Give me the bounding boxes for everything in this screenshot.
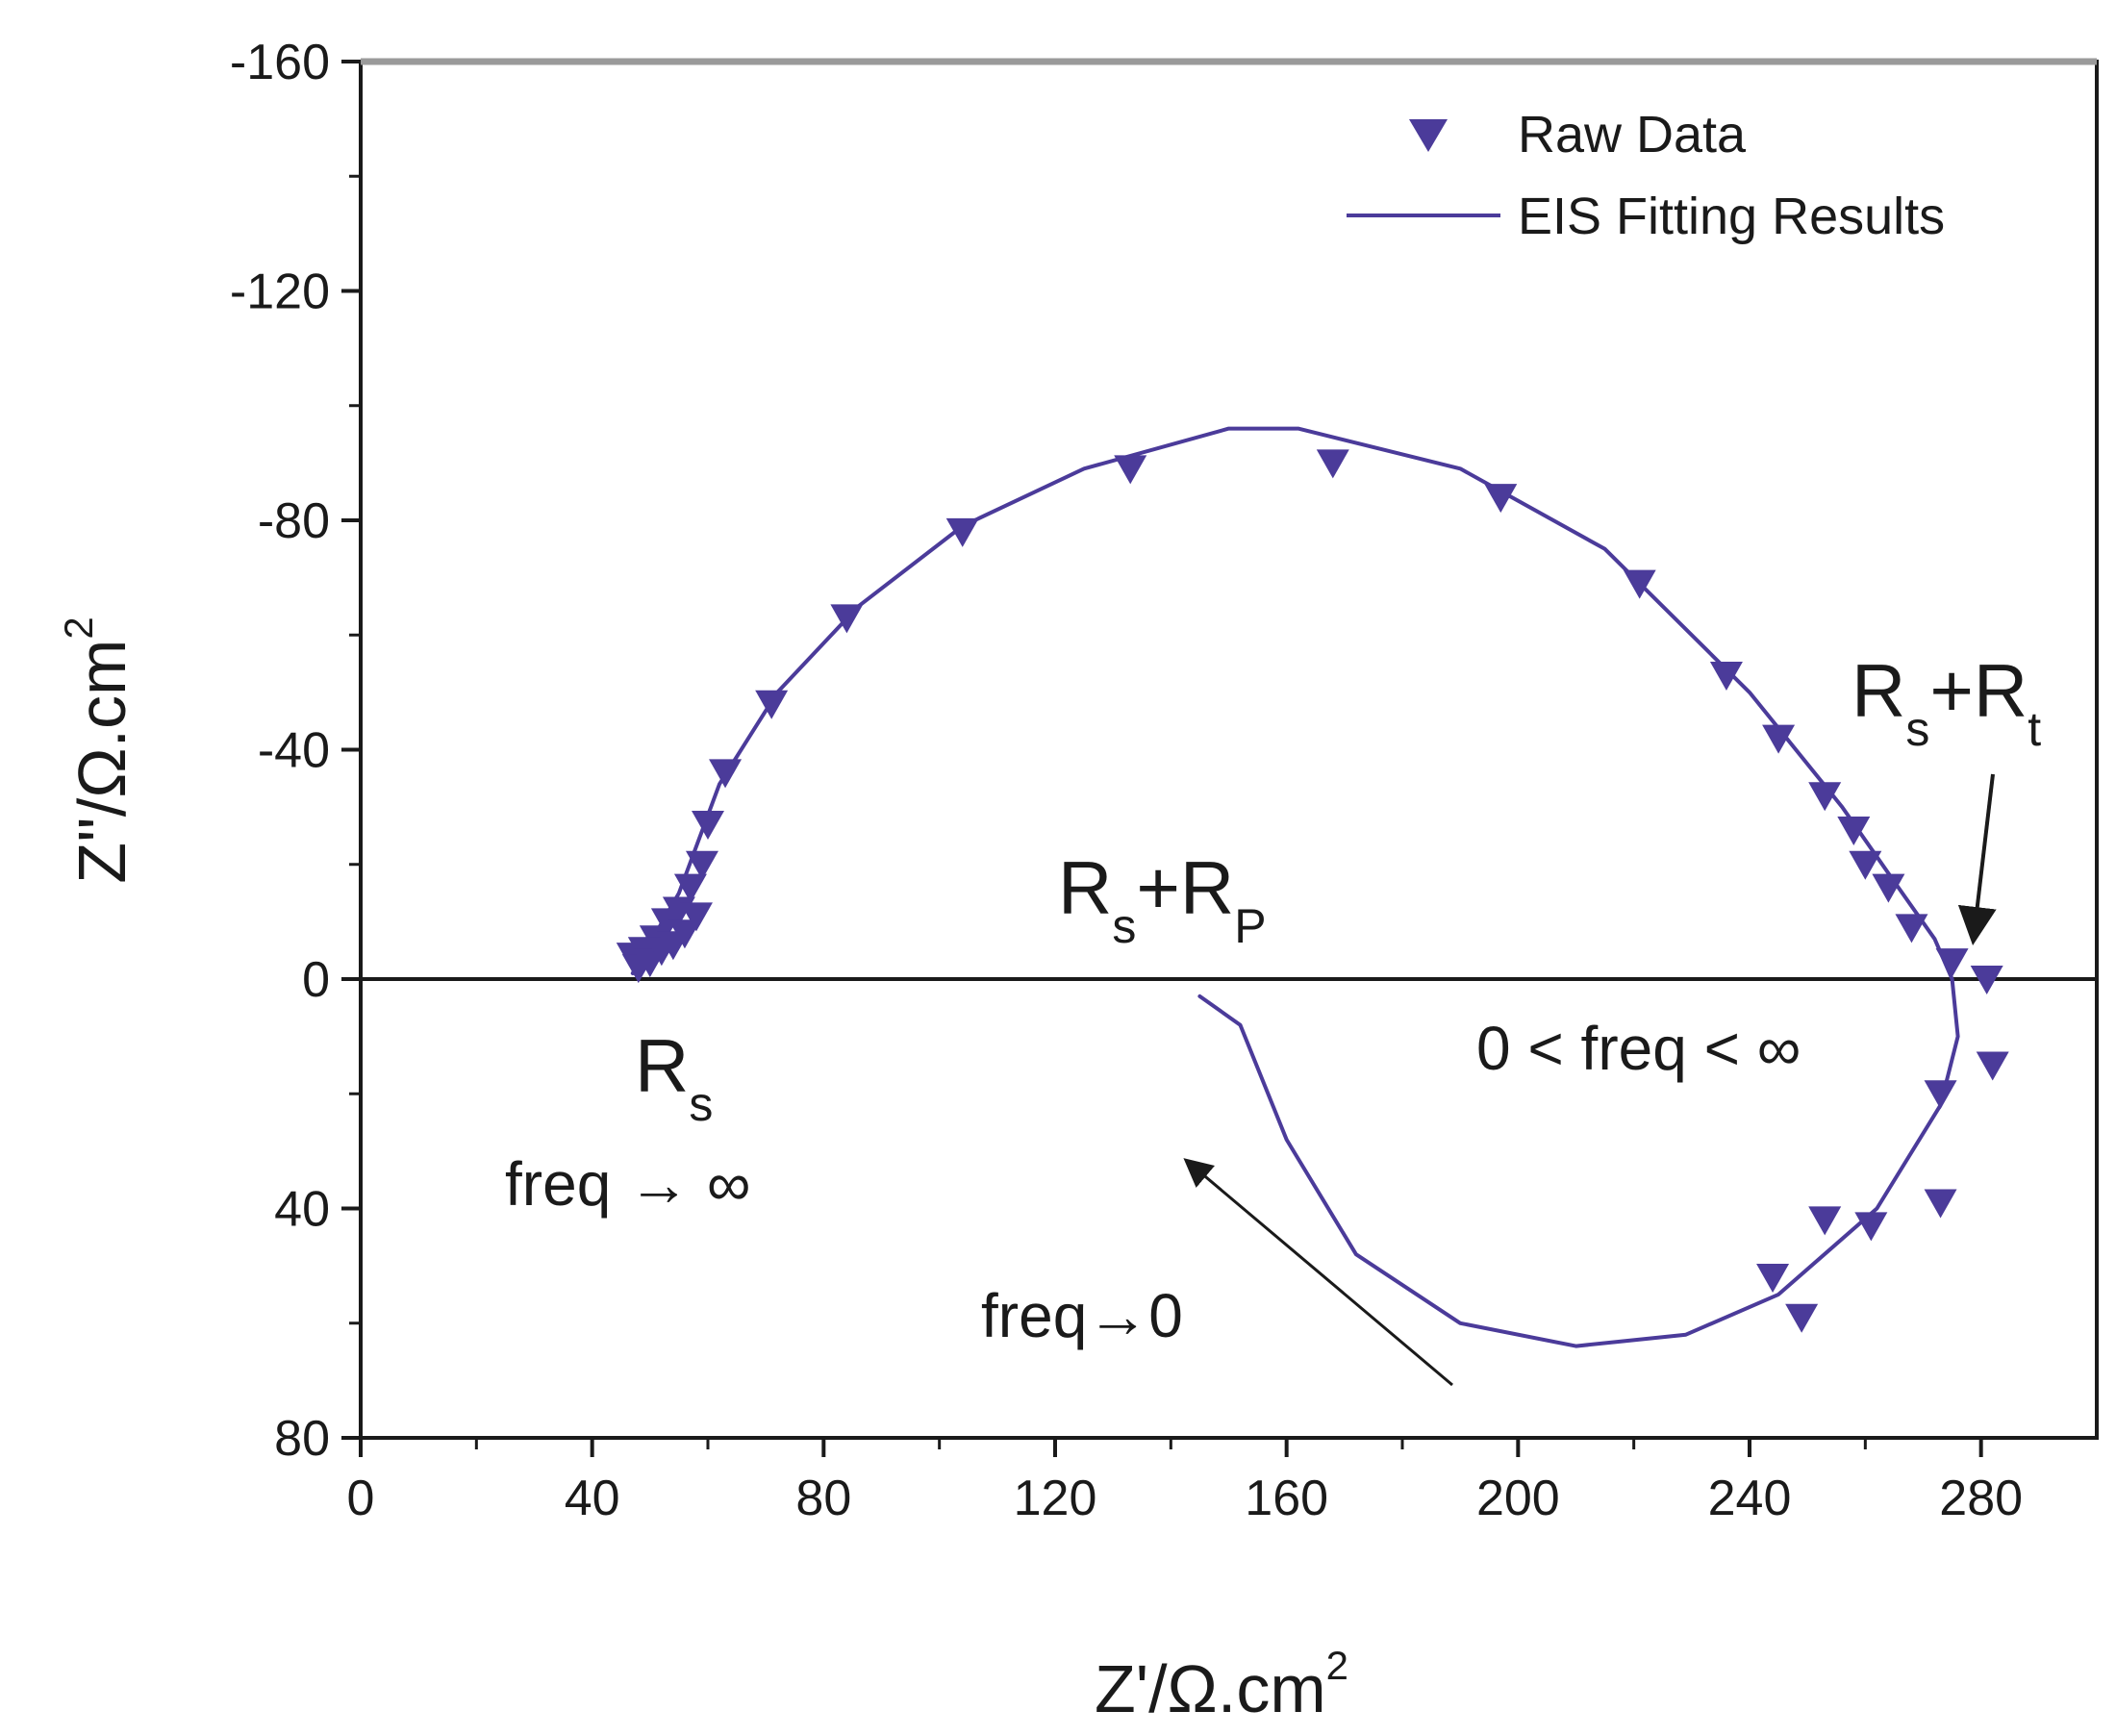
- legend-fit-label: EIS Fitting Results: [1518, 188, 1945, 245]
- raw-data-point: [1316, 449, 1349, 479]
- raw-data-point: [1924, 1080, 1957, 1110]
- y-tick-label: 0: [302, 952, 330, 1008]
- raw-data-point: [1849, 850, 1882, 880]
- annotation-rs-rp-tail-sub: P: [1234, 899, 1266, 953]
- raw-data-point: [679, 902, 713, 932]
- raw-data-point: [692, 811, 724, 841]
- raw-data-point: [1895, 914, 1928, 943]
- y-tick-label: -80: [258, 493, 330, 549]
- annotation-rs-rt-tail-sub: t: [2028, 702, 2041, 756]
- x-tick-label: 240: [1708, 1471, 1792, 1526]
- fit-curve: [630, 426, 1960, 1348]
- x-axis-title: Z'/Ω.cm2: [1095, 1643, 1348, 1726]
- y-axis-title: Z''/Ω.cm2: [56, 616, 139, 883]
- annotation-rs-rp-sub: s: [1112, 899, 1136, 953]
- raw-data-point: [1837, 816, 1871, 845]
- raw-data-point: [1762, 724, 1796, 754]
- annotation-freq-infinity: freq → ∞: [505, 1149, 750, 1219]
- raw-data-point: [1854, 1212, 1888, 1242]
- x-tick-label: 40: [565, 1471, 620, 1526]
- annotation-rs-rt-main: R: [1852, 648, 1905, 733]
- legend: Raw Data EIS Fitting Results: [1347, 106, 1945, 245]
- legend-raw-marker: [1409, 119, 1448, 152]
- y-tick-label: -40: [258, 723, 330, 779]
- y-axis-title-base: Z''/Ω.cm: [64, 640, 139, 884]
- x-axis-title-sup: 2: [1326, 1643, 1348, 1688]
- x-tick-label: 120: [1014, 1471, 1097, 1526]
- raw-data-point: [1970, 966, 2003, 994]
- y-tick-label: 40: [274, 1182, 330, 1238]
- plot-frame: [359, 60, 2099, 1440]
- fit-layer: [630, 426, 1960, 1348]
- y-axis-title-sup: 2: [56, 616, 101, 639]
- raw-data-point: [755, 690, 789, 719]
- raw-data-point: [1623, 569, 1656, 599]
- raw-data-point: [945, 517, 979, 547]
- legend-raw-label: Raw Data: [1518, 106, 1747, 164]
- x-tick-label: 280: [1939, 1471, 2023, 1526]
- raw-data-point: [1872, 873, 1905, 903]
- annotation-rs-rt-sub: s: [1905, 702, 1929, 756]
- raw-data-point: [1785, 1303, 1819, 1333]
- raw-data-point: [1756, 1264, 1790, 1294]
- annotation-freq-zero: freq→0: [981, 1281, 1183, 1350]
- annotation-rs-rp-main: R: [1058, 845, 1112, 930]
- raw-data-point: [1114, 455, 1147, 485]
- y-tick-label: -120: [230, 264, 330, 320]
- annotation-rs-rp-tail: +R: [1136, 845, 1234, 930]
- annotation-rs-rp: Rs+RP: [1058, 845, 1267, 953]
- axis-ticks: 0 40 80 120 160 200 240 280 -160 -120 -80 -40 0 40 80: [230, 35, 2023, 1526]
- annotation-rs-main: R: [635, 1023, 689, 1108]
- raw-data-point: [1976, 1051, 2009, 1081]
- x-tick-label: 0: [347, 1471, 375, 1526]
- y-tick-label: -160: [230, 35, 330, 90]
- raw-data-point: [1808, 1206, 1842, 1236]
- raw-data-point: [1709, 661, 1743, 691]
- annotation-rs-rt-arrow: [1957, 773, 1997, 945]
- x-axis-title-base: Z'/Ω.cm: [1095, 1651, 1326, 1726]
- annotation-rs-sub: s: [689, 1077, 713, 1131]
- raw-data-point: [673, 873, 707, 903]
- annotation-freq-range: 0 < freq < ∞: [1476, 1014, 1801, 1083]
- annotation-rs-rt: Rs+Rt: [1852, 648, 2041, 756]
- raw-data-point: [830, 604, 864, 634]
- x-tick-label: 160: [1245, 1471, 1328, 1526]
- raw-data-point: [668, 919, 701, 949]
- annotation-rs-rt-tail: +R: [1929, 648, 2028, 733]
- raw-data-point: [685, 850, 718, 880]
- annotation-freq-zero-arrow: [1183, 1158, 1453, 1387]
- annotation-rs: Rs: [635, 1023, 713, 1131]
- y-tick-label: 80: [274, 1411, 330, 1467]
- raw-data-point: [1484, 484, 1518, 514]
- x-tick-label: 80: [795, 1471, 851, 1526]
- raw-data-point: [709, 759, 743, 789]
- raw-data-point: [1935, 948, 1969, 978]
- raw-data-point: [1924, 1189, 1957, 1219]
- data-points: [616, 449, 2009, 1333]
- raw-data-point: [1808, 782, 1842, 812]
- x-tick-label: 200: [1476, 1471, 1560, 1526]
